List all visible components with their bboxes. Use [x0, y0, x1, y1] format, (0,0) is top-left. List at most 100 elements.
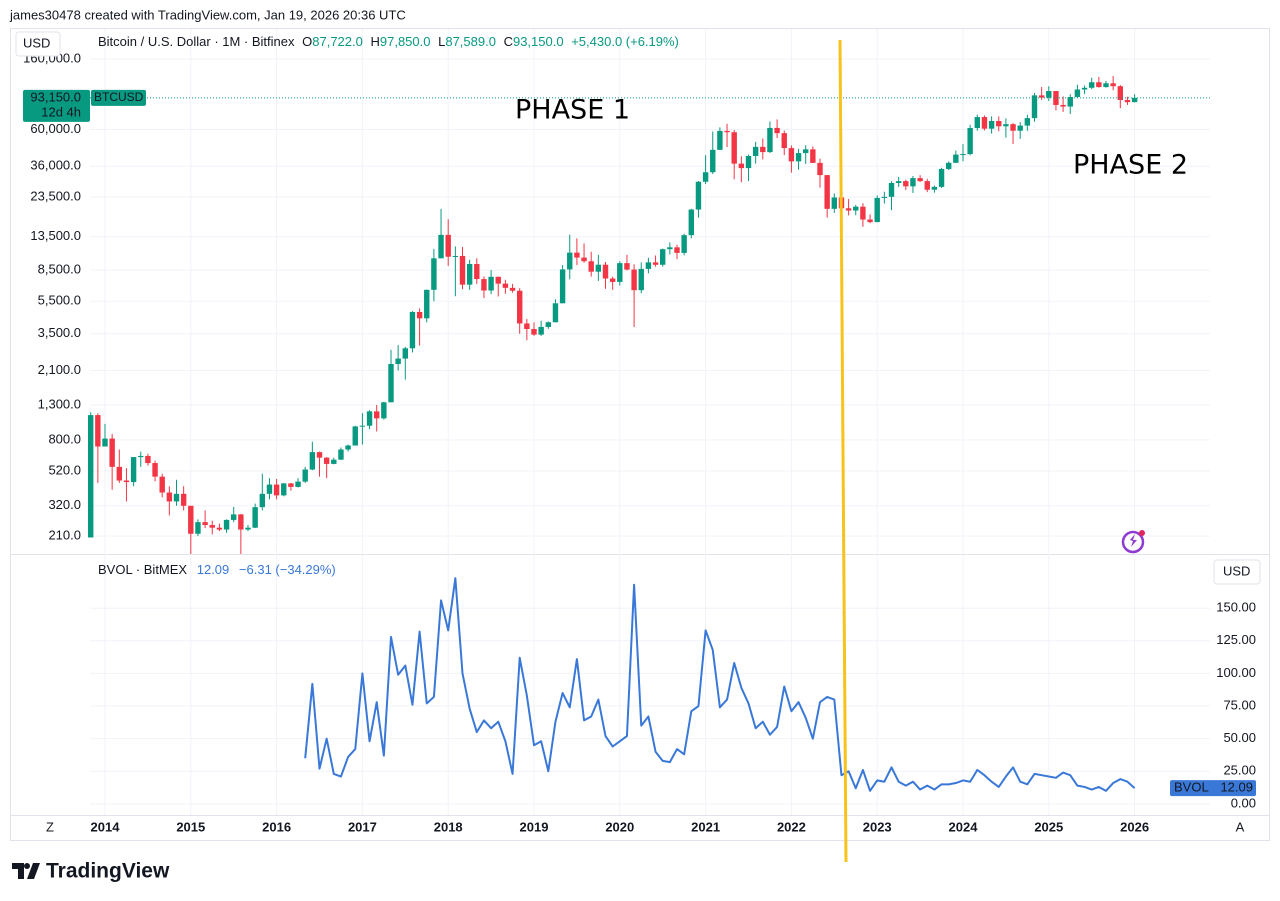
candle-body	[202, 522, 208, 526]
countdown: 12d 4h	[41, 104, 81, 119]
candle-body	[402, 348, 408, 359]
candle-body	[881, 196, 888, 198]
x-tick-label: 2021	[691, 819, 720, 834]
legend-title: BVOL · BitMEX	[98, 562, 187, 577]
scale-button[interactable]: Z	[46, 819, 54, 834]
candle-body	[138, 455, 144, 458]
candle-body	[173, 493, 180, 502]
candle-body	[445, 234, 451, 257]
x-tick-label: 2014	[91, 819, 121, 834]
candle-body	[495, 276, 501, 284]
candle-body	[1024, 118, 1031, 126]
candle-body	[130, 457, 137, 483]
candle-body	[538, 326, 544, 335]
candle-body	[817, 162, 823, 176]
x-tick-label: 2016	[262, 819, 291, 834]
candle-body	[996, 120, 1002, 127]
candle-body	[1096, 82, 1102, 88]
candle-body	[788, 148, 795, 162]
candle-body	[1124, 99, 1131, 103]
candle-body	[845, 208, 852, 211]
labels: 2014 2015 2016 2017 2018 2019 2020 2021 2022 2023…	[23, 50, 1256, 834]
candle-body	[1053, 91, 1059, 105]
currency-button[interactable]	[1213, 559, 1261, 585]
candle-body	[981, 117, 988, 129]
candle-body	[1067, 97, 1073, 107]
y-tick-label: 50.00	[1223, 730, 1256, 745]
candle-body	[1074, 89, 1081, 98]
candle-body	[795, 153, 802, 162]
candle-body	[459, 255, 466, 285]
candle-body	[116, 466, 122, 481]
purple-icon[interactable]	[1121, 530, 1145, 554]
y-tick-label: 8,500.0	[38, 261, 81, 276]
y-tick-label: 320.0	[48, 497, 81, 512]
series-last-value: 12.09	[1220, 780, 1253, 795]
candle-body	[109, 438, 115, 467]
candle-body	[645, 262, 652, 269]
x-tick-label: 2015	[176, 819, 205, 834]
candle-body	[481, 279, 487, 291]
candle-body	[803, 149, 809, 154]
y-tick-label: 5,500.0	[38, 293, 81, 308]
candle-body	[860, 206, 866, 220]
price-badge	[23, 89, 90, 122]
candle-body	[595, 264, 602, 272]
candle-body	[774, 127, 780, 134]
candle-body	[867, 219, 873, 223]
candle-body	[352, 426, 358, 446]
candle-body	[266, 484, 273, 494]
candle-body	[931, 186, 938, 190]
candle-body	[824, 175, 830, 209]
candle-body	[295, 481, 301, 487]
candle-body	[910, 178, 916, 187]
legend-key: H	[370, 34, 379, 49]
candle-body	[502, 283, 509, 288]
y-tick-label: 2,100.0	[38, 362, 81, 377]
candle-body	[660, 249, 666, 265]
y-tick-label: 36,000.0	[30, 158, 81, 173]
brand-logo	[12, 863, 40, 879]
candle-body	[1117, 86, 1123, 100]
y-tick-label: 150.00	[1216, 600, 1256, 615]
candle-body	[452, 255, 459, 257]
y-tick-label: 100.00	[1216, 665, 1256, 680]
candle-body	[1031, 95, 1038, 119]
candle-body	[466, 263, 473, 285]
candle-body	[760, 146, 766, 153]
price-pane	[88, 75, 1210, 554]
currency[interactable]: USD	[23, 35, 50, 50]
candle-body	[102, 438, 108, 447]
candle-body	[374, 411, 380, 419]
candle-body	[681, 235, 687, 253]
candle-body	[323, 457, 330, 464]
candle-body	[588, 261, 594, 272]
scale-button[interactable]: A	[1236, 819, 1245, 834]
candle-body	[831, 197, 837, 209]
candle-body	[395, 358, 401, 364]
currency-button[interactable]	[15, 31, 61, 57]
candle-body	[717, 130, 723, 150]
candle-body	[1010, 124, 1016, 131]
x-tick-label: 2022	[777, 819, 806, 834]
bvol-legend: BVOL · BitMEX 12.09 −6.31 (−34.29%)	[98, 562, 336, 577]
candle-body	[316, 452, 323, 458]
brand: TradingView	[46, 860, 170, 883]
candle-body	[1081, 87, 1088, 90]
candle-body	[953, 154, 959, 163]
candle-body	[488, 276, 494, 291]
candle-body	[667, 247, 673, 250]
candle-body	[738, 163, 745, 169]
candle-body	[652, 262, 659, 265]
legend-change: +5,430.0 (+6.19%)	[571, 34, 679, 49]
y-tick-label: 23,500.0	[30, 188, 81, 203]
y-tick-label: 75.00	[1223, 697, 1256, 712]
x-tick-label: 2024	[949, 819, 979, 834]
legend-value: 93,150.0	[513, 34, 564, 49]
candle-body	[123, 480, 130, 483]
candle-body	[338, 449, 344, 460]
candle-body	[745, 155, 752, 169]
currency[interactable]: USD	[1223, 563, 1250, 578]
candle-body	[438, 234, 444, 259]
